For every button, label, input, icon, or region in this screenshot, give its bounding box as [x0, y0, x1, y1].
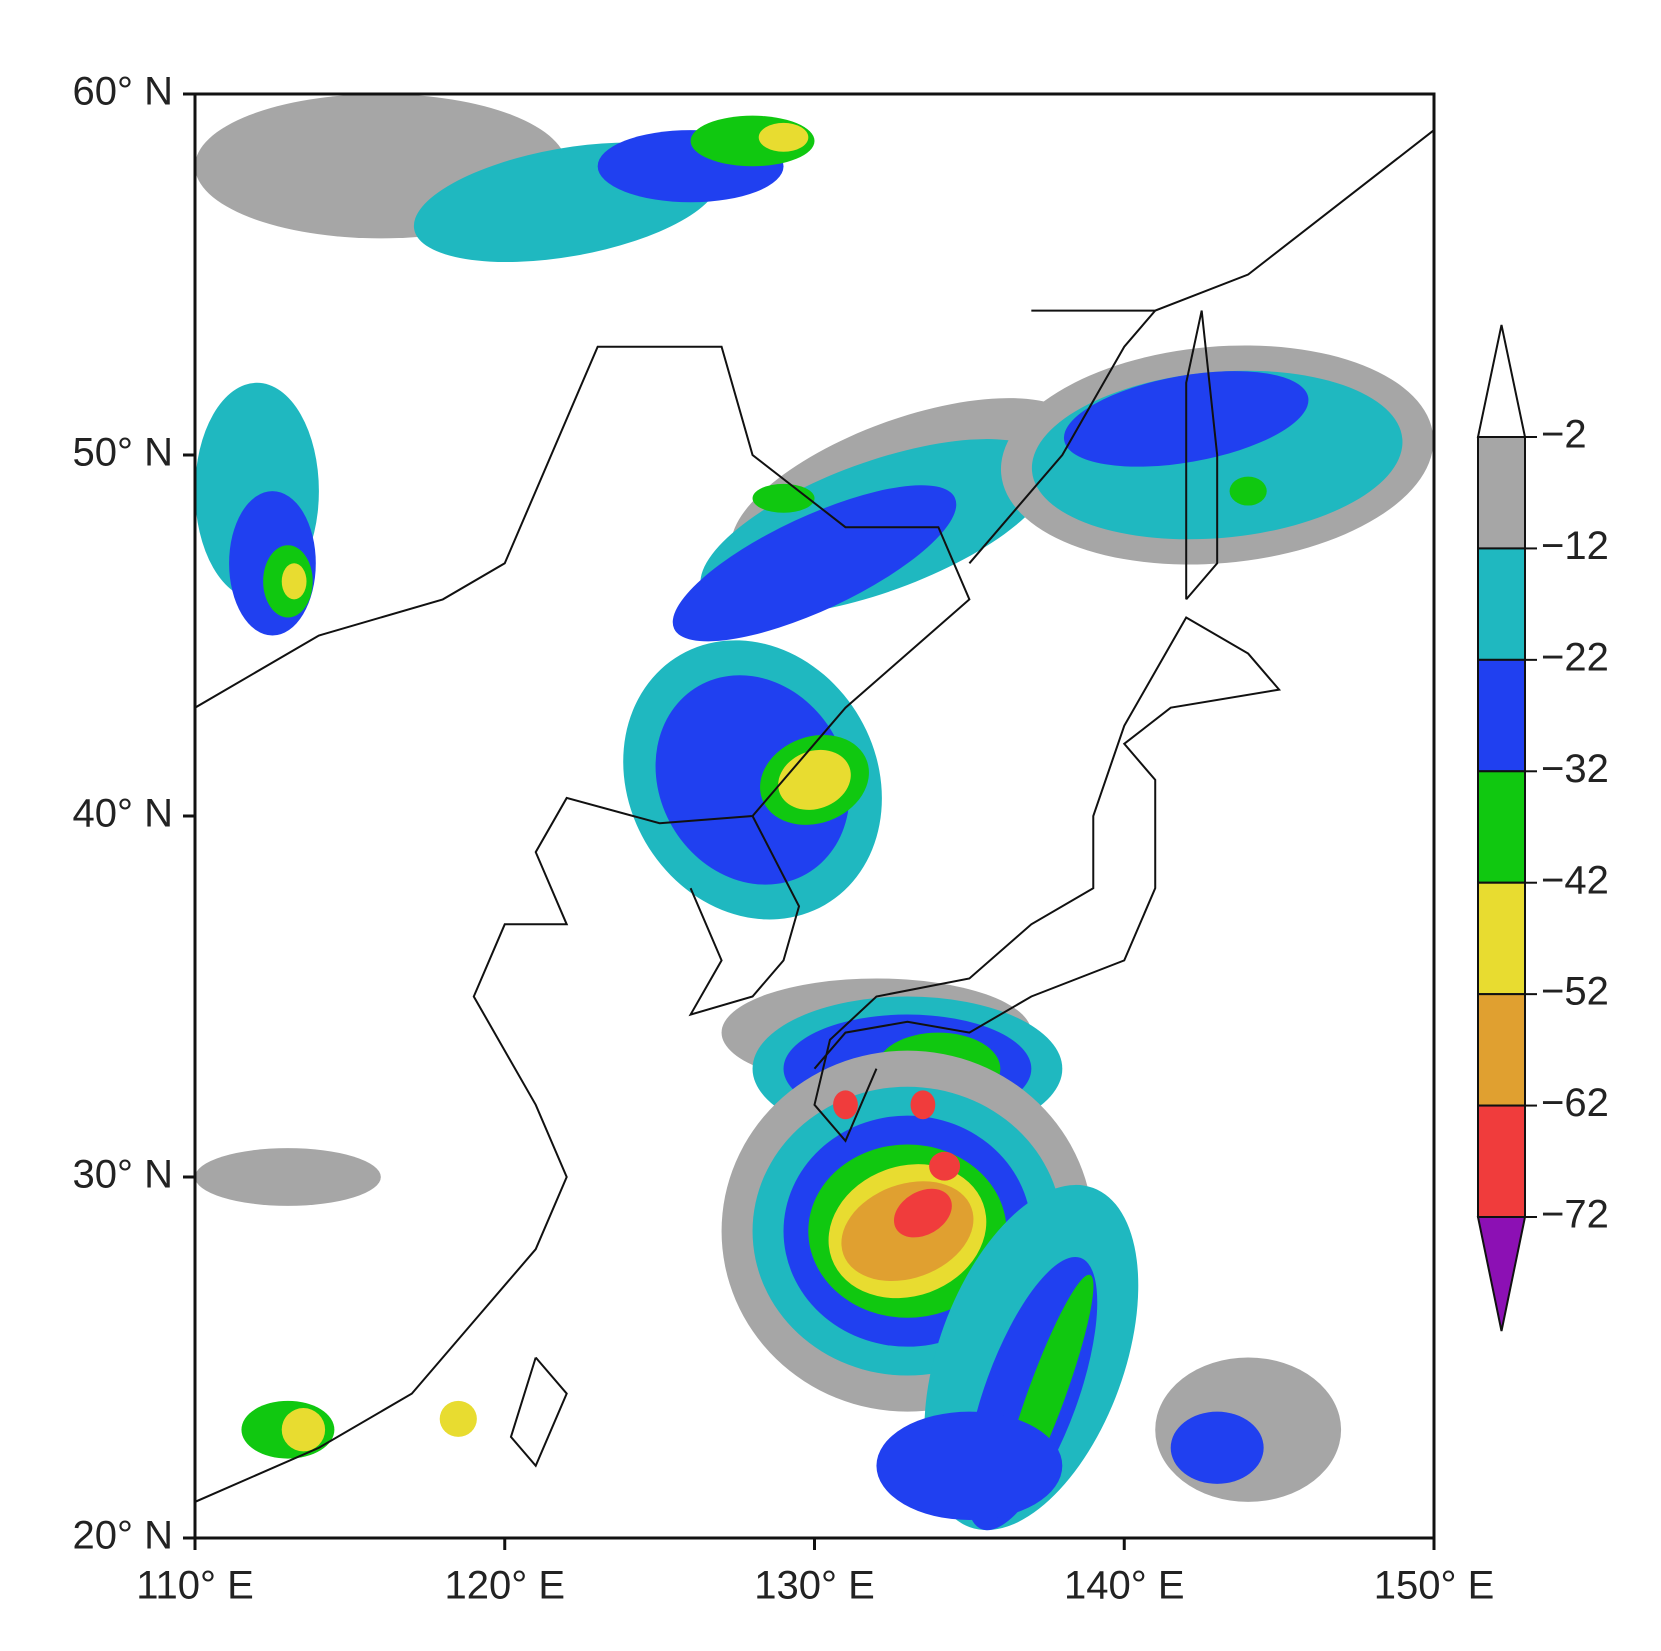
y-tick-label: 30° N: [73, 1153, 174, 1197]
colorbar-band: [1477, 770, 1526, 884]
coastline: [688, 815, 801, 1017]
coastline: [968, 309, 1156, 564]
colorbar-band: [1477, 658, 1526, 773]
x-tick-label: 140° E: [1064, 1564, 1185, 1608]
cloud-blob: [893, 1188, 952, 1238]
cloud-blob: [655, 675, 850, 885]
colorbar-label: −72: [1541, 1193, 1609, 1237]
cloud-blob: [752, 483, 815, 513]
colorbar-label: −22: [1541, 635, 1609, 679]
y-tick-label: 60° N: [73, 70, 174, 114]
coastline: [813, 616, 1282, 1143]
cloud-blob: [1170, 1411, 1264, 1484]
colorbar-label: −32: [1541, 747, 1609, 791]
colorbar-band: [1477, 547, 1526, 661]
cloud-blob: [758, 122, 809, 152]
colorbar-label: −2: [1541, 413, 1587, 457]
coastlines: [195, 112, 1434, 1503]
coastline: [1185, 310, 1219, 601]
y-tick-label: 20° N: [73, 1514, 174, 1558]
cloud-blob: [910, 1090, 936, 1120]
coastline: [509, 1356, 568, 1468]
colorbar-label: −42: [1541, 858, 1609, 902]
cloud-blob: [1229, 476, 1267, 506]
cloud-blob: [281, 563, 307, 600]
x-tick-label: 130° E: [754, 1564, 875, 1608]
cloud-blob: [672, 485, 957, 642]
y-tick-label: 50° N: [73, 431, 174, 475]
colorbar-band: [1477, 881, 1526, 996]
cloud-blob: [439, 1400, 477, 1437]
colorbar-over: [1476, 324, 1527, 438]
x-tick-label: 110° E: [136, 1564, 254, 1608]
y-tick-label: 40° N: [73, 792, 174, 836]
cloud-field: [195, 94, 1434, 1531]
colorbar-under: [1476, 1216, 1527, 1332]
cloud-blob: [833, 1090, 858, 1120]
x-tick-label: 150° E: [1374, 1564, 1495, 1608]
x-tick-label: 120° E: [444, 1564, 565, 1608]
cloud-blob: [281, 1408, 326, 1452]
cloud-blob: [929, 1151, 961, 1181]
colorbar-band: [1477, 993, 1526, 1107]
colorbar-band: [1477, 1104, 1526, 1218]
cloud-blob: [195, 1148, 381, 1206]
colorbar-label: −52: [1541, 970, 1609, 1014]
colorbar-band: [1477, 436, 1526, 550]
colorbar-label: −62: [1541, 1081, 1609, 1125]
colorbar-label: −12: [1541, 524, 1609, 568]
coastline: [1031, 112, 1434, 312]
cloud-blob: [876, 1411, 1063, 1520]
